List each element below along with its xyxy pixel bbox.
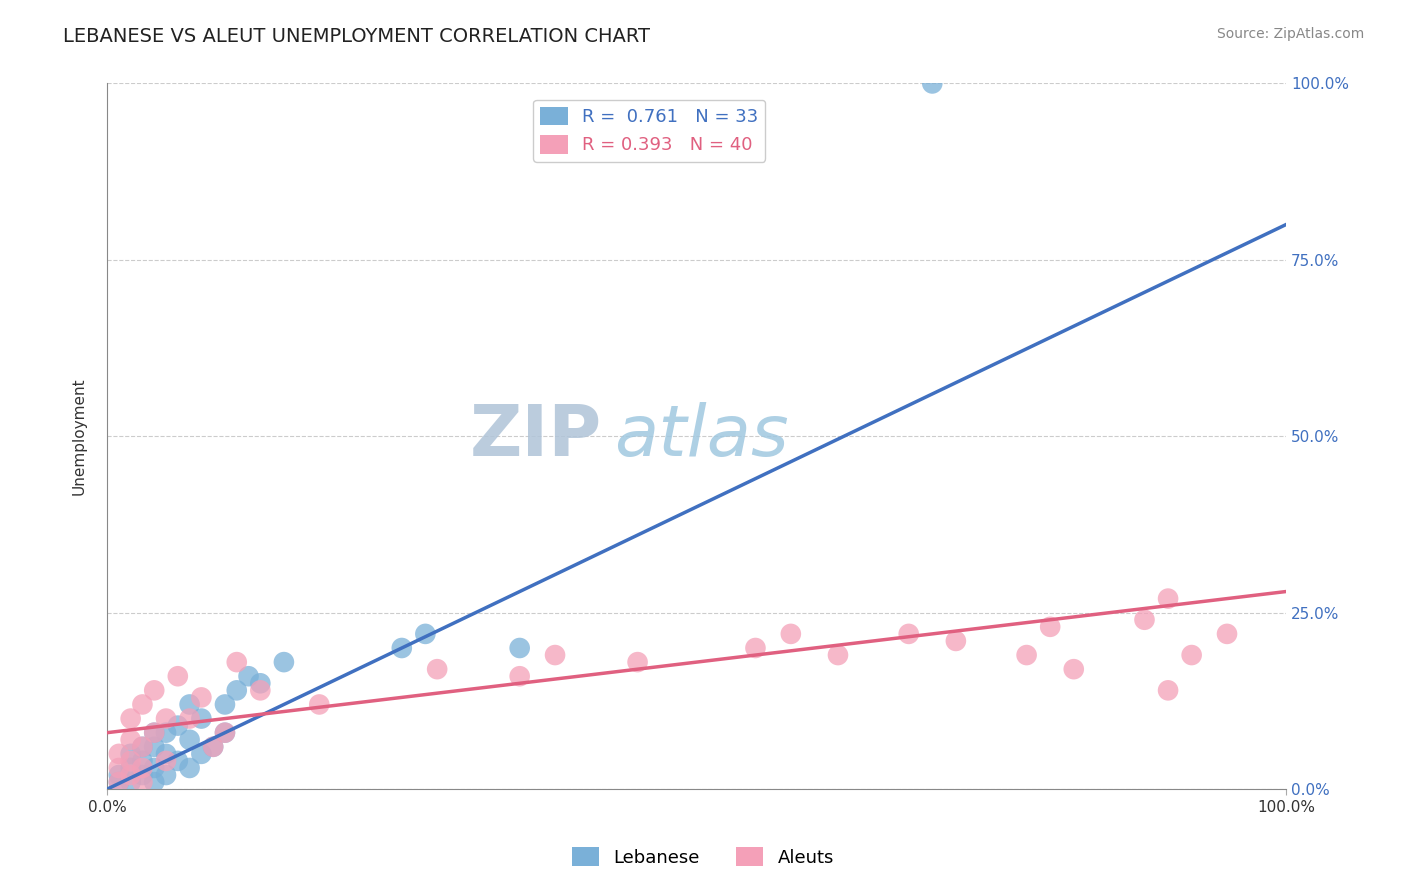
Text: Source: ZipAtlas.com: Source: ZipAtlas.com: [1216, 27, 1364, 41]
Point: [155, 754, 177, 768]
Y-axis label: Unemployment: Unemployment: [72, 377, 86, 495]
Point: [921, 77, 943, 91]
Point: [131, 698, 153, 712]
Point: [143, 761, 166, 775]
Text: atlas: atlas: [614, 401, 789, 471]
Point: [214, 725, 236, 739]
Point: [202, 739, 225, 754]
Point: [131, 754, 153, 768]
Point: [108, 761, 131, 775]
Point: [120, 732, 142, 747]
Point: [214, 725, 236, 739]
Point: [744, 640, 766, 655]
Point: [120, 747, 142, 761]
Point: [509, 640, 531, 655]
Point: [779, 627, 801, 641]
Point: [1015, 648, 1038, 662]
Point: [238, 669, 260, 683]
Point: [225, 683, 247, 698]
Point: [190, 712, 212, 726]
Point: [120, 775, 142, 789]
Point: [155, 747, 177, 761]
Point: [426, 662, 449, 676]
Point: [166, 754, 188, 768]
Point: [166, 718, 188, 732]
Point: [202, 739, 225, 754]
Point: [108, 768, 131, 782]
Point: [1157, 683, 1180, 698]
Point: [120, 754, 142, 768]
Point: [179, 712, 201, 726]
Point: [273, 655, 295, 669]
Point: [155, 768, 177, 782]
Point: [897, 627, 920, 641]
Point: [108, 747, 131, 761]
Point: [190, 690, 212, 705]
Point: [1063, 662, 1085, 676]
Point: [308, 698, 330, 712]
Point: [249, 683, 271, 698]
Point: [108, 775, 131, 789]
Point: [544, 648, 567, 662]
Point: [1181, 648, 1204, 662]
Point: [249, 676, 271, 690]
Legend: Lebanese, Aleuts: Lebanese, Aleuts: [565, 840, 841, 874]
Point: [179, 761, 201, 775]
Point: [1216, 627, 1239, 641]
Point: [131, 761, 153, 775]
Point: [225, 655, 247, 669]
Point: [131, 739, 153, 754]
Point: [1157, 591, 1180, 606]
Point: [166, 669, 188, 683]
Point: [108, 775, 131, 789]
Point: [143, 725, 166, 739]
Point: [143, 725, 166, 739]
Text: LEBANESE VS ALEUT UNEMPLOYMENT CORRELATION CHART: LEBANESE VS ALEUT UNEMPLOYMENT CORRELATI…: [63, 27, 650, 45]
Point: [120, 761, 142, 775]
Point: [155, 712, 177, 726]
Point: [1039, 620, 1062, 634]
Point: [415, 627, 437, 641]
Point: [179, 732, 201, 747]
Point: [143, 775, 166, 789]
Point: [190, 747, 212, 761]
Point: [120, 712, 142, 726]
Point: [131, 739, 153, 754]
Legend: R =  0.761   N = 33, R = 0.393   N = 40: R = 0.761 N = 33, R = 0.393 N = 40: [533, 100, 765, 161]
Point: [179, 698, 201, 712]
Point: [131, 775, 153, 789]
Point: [214, 698, 236, 712]
Point: [143, 683, 166, 698]
Point: [945, 634, 967, 648]
Point: [131, 768, 153, 782]
Point: [120, 768, 142, 782]
Point: [509, 669, 531, 683]
Point: [143, 739, 166, 754]
Point: [626, 655, 648, 669]
Point: [1133, 613, 1156, 627]
Text: ZIP: ZIP: [470, 401, 602, 471]
Point: [827, 648, 849, 662]
Point: [391, 640, 413, 655]
Point: [155, 725, 177, 739]
